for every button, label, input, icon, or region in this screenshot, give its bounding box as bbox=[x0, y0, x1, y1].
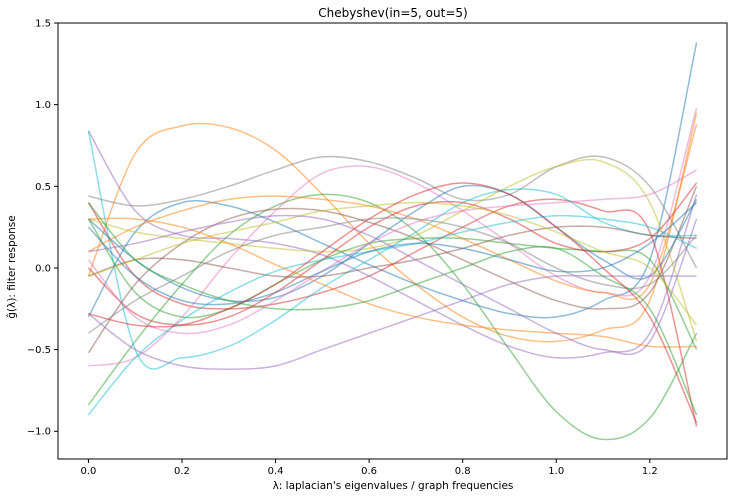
series-line-2 bbox=[87, 112, 698, 343]
plot-area: 0.0 0.2 0.4 0.6 0.8 1.0 1.2 −1.0 −0.5 0.0 0.5 1.0 1… bbox=[27, 19, 728, 477]
y-tick-label: 0.0 bbox=[35, 263, 51, 274]
y-tick-label: −0.5 bbox=[27, 345, 51, 356]
series-line-15 bbox=[87, 274, 697, 370]
series-line-22 bbox=[88, 217, 697, 348]
x-tick-label: 0.8 bbox=[455, 466, 471, 477]
series-layer bbox=[87, 42, 698, 441]
series-line-16 bbox=[88, 225, 697, 278]
y-axis-label: ĝ(λ): filter response bbox=[6, 215, 18, 318]
series-line-1 bbox=[87, 42, 698, 319]
series-line-17 bbox=[87, 169, 697, 335]
x-tick-label: 1.2 bbox=[642, 466, 658, 477]
series-line-25 bbox=[88, 214, 698, 355]
y-axis-ticks: −1.0 −0.5 0.0 0.5 1.0 1.5 bbox=[27, 19, 58, 438]
x-axis-ticks: 0.0 0.2 0.4 0.6 0.8 1.0 1.2 bbox=[80, 459, 658, 477]
series-line-7 bbox=[88, 107, 698, 367]
series-line-9 bbox=[88, 158, 698, 342]
series-line-21 bbox=[87, 202, 698, 306]
x-axis-label: λ: laplacian's eigenvalues / graph frequ… bbox=[273, 480, 514, 492]
series-line-20 bbox=[87, 214, 697, 416]
x-tick-label: 0.2 bbox=[174, 466, 190, 477]
series-line-10 bbox=[87, 130, 697, 370]
y-tick-label: 1.0 bbox=[35, 100, 51, 111]
x-tick-label: 1.0 bbox=[548, 466, 564, 477]
y-tick-label: 0.5 bbox=[35, 182, 51, 193]
series-line-11 bbox=[87, 184, 698, 303]
series-line-12 bbox=[88, 124, 698, 301]
series-line-23 bbox=[87, 202, 698, 416]
y-tick-label: 1.5 bbox=[35, 19, 51, 30]
series-line-24 bbox=[88, 182, 698, 424]
y-tick-label: −1.0 bbox=[27, 427, 51, 438]
x-tick-label: 0.4 bbox=[268, 466, 284, 477]
plot-frame bbox=[57, 22, 728, 460]
series-line-18 bbox=[87, 217, 698, 334]
series-line-8 bbox=[88, 155, 698, 269]
chart-title: Chebyshev(in=5, out=5) bbox=[318, 6, 467, 20]
series-line-4 bbox=[87, 198, 698, 427]
x-tick-label: 0.0 bbox=[80, 466, 96, 477]
x-tick-label: 0.6 bbox=[361, 466, 377, 477]
